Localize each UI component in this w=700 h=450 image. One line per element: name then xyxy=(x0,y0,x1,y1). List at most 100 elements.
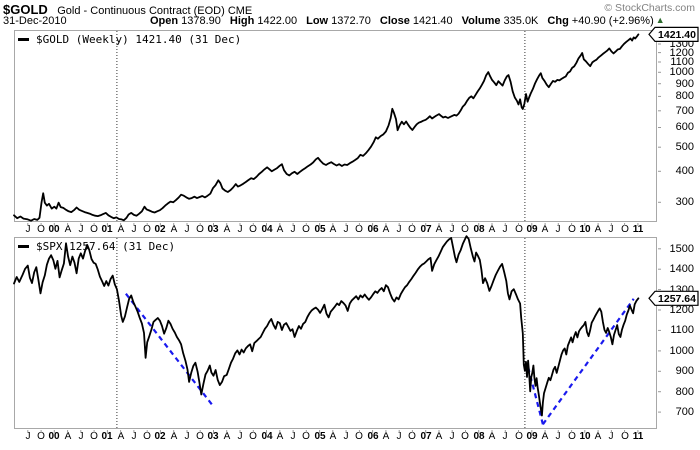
x-axis-label: 06 xyxy=(367,431,379,442)
x-axis-label: 08 xyxy=(473,431,485,442)
x-axis-label: A xyxy=(594,224,602,235)
y-axis-label: 900 xyxy=(675,78,694,90)
x-axis-label: J xyxy=(237,431,243,442)
x-axis-label: O xyxy=(143,431,151,442)
y-axis-label: 600 xyxy=(675,121,694,133)
x-axis-label: O xyxy=(37,431,45,442)
x-axis-label: A xyxy=(276,431,284,442)
x-axis-label: J xyxy=(343,431,349,442)
y-axis-label: 1000 xyxy=(669,66,694,78)
x-axis-label: J xyxy=(290,431,296,442)
stockcharts-credit-link[interactable]: © StockCharts.com xyxy=(604,2,695,14)
y-axis-labels: 300 400 500 600 700 800 900 1000 1100 1200 1300 700… xyxy=(658,0,697,450)
x-axis-label: 03 xyxy=(207,431,219,442)
x-axis-label: A xyxy=(541,224,549,235)
x-axis-label: A xyxy=(117,224,125,235)
x-axis-label: O xyxy=(302,431,310,442)
x-axis-label: O xyxy=(302,224,310,235)
x-axis-label: O xyxy=(568,224,576,235)
x-axis-label: J xyxy=(25,431,31,442)
spx-line-marker-icon xyxy=(18,245,29,248)
x-axis-label: A xyxy=(170,224,178,235)
x-axis-label: J xyxy=(184,431,190,442)
x-axis-label: J xyxy=(131,224,137,235)
x-axis-label: O xyxy=(249,224,257,235)
x-axis-label: 03 xyxy=(207,224,219,235)
x-axis-label: 05 xyxy=(314,224,326,235)
high-label: High xyxy=(229,15,255,27)
x-axis-label: 04 xyxy=(261,224,273,235)
y-axis-label: 1200 xyxy=(669,47,694,59)
x-axis-label: J xyxy=(502,224,508,235)
y-axis-label: 500 xyxy=(675,141,694,153)
x-axis-label: A xyxy=(276,224,284,235)
x-axis-label: J xyxy=(608,224,614,235)
volume-label: Volume xyxy=(461,15,501,27)
x-axis-label: A xyxy=(329,431,337,442)
x-axis-label: J xyxy=(78,431,84,442)
x-axis-label: 10 xyxy=(579,431,591,442)
y-axis-label: 300 xyxy=(675,196,694,208)
y-axis-label: 900 xyxy=(675,365,694,377)
x-axis-label: J xyxy=(502,431,508,442)
x-axis-label: J xyxy=(396,431,402,442)
quote-open: Open 1378.90 xyxy=(150,15,221,28)
x-axis-label: A xyxy=(541,431,549,442)
spx-legend: $SPX 1257.64 (31 Dec) xyxy=(18,240,175,253)
ticker-symbol: $GOLD xyxy=(3,2,48,17)
x-axis-label: A xyxy=(64,224,72,235)
volume-value: 335.0K xyxy=(503,15,539,27)
x-axis-label: J xyxy=(449,431,455,442)
x-axis-label: A xyxy=(594,431,602,442)
change-value: +40.90 (+2.96%) xyxy=(571,15,654,27)
quote-date: 31-Dec-2010 xyxy=(3,15,67,27)
x-axis-label: A xyxy=(382,224,390,235)
gold-legend: $GOLD (Weekly) 1421.40 (31 Dec) xyxy=(18,33,241,46)
y-axis-label: 1300 xyxy=(669,284,694,296)
x-axis-label: 08 xyxy=(473,224,485,235)
x-axis-label: O xyxy=(461,224,469,235)
spx-x-axis: J O 00 A J O 01 A J O 02 A J O 03 A J O 04 A J O 05 A J O 06 A J O 07 A… xyxy=(14,430,657,442)
x-axis-label: O xyxy=(90,224,98,235)
quote-low: Low 1372.70 xyxy=(306,15,371,28)
x-axis-label: 02 xyxy=(154,224,166,235)
x-axis-label: 00 xyxy=(48,431,60,442)
change-up-arrow-icon: ▲ xyxy=(655,15,665,25)
x-axis-label: J xyxy=(78,224,84,235)
x-axis-label: O xyxy=(515,224,523,235)
open-label: Open xyxy=(150,15,179,27)
x-axis-label: J xyxy=(237,224,243,235)
x-axis-label: O xyxy=(355,224,363,235)
x-axis-label: 10 xyxy=(579,224,591,235)
x-axis-label: O xyxy=(568,431,576,442)
x-axis-label: J xyxy=(25,224,31,235)
y-axis-label: 700 xyxy=(675,105,694,117)
y-axis-label: 800 xyxy=(675,386,694,398)
x-axis-label: O xyxy=(249,431,257,442)
low-value: 1372.70 xyxy=(331,15,371,27)
y-axis-label: 1100 xyxy=(670,324,694,336)
x-axis-label: 09 xyxy=(526,224,538,235)
quote-volume: Volume 335.0K xyxy=(462,15,539,28)
x-axis-label: J xyxy=(608,431,614,442)
y-axis-label: 1300 xyxy=(669,38,694,50)
x-axis-label: 00 xyxy=(48,224,60,235)
gold-line-marker-icon xyxy=(18,38,29,41)
x-axis-label: 02 xyxy=(154,431,166,442)
x-axis-label: 07 xyxy=(420,431,432,442)
spx-legend-label: $SPX 1257.64 (31 Dec) xyxy=(36,240,176,253)
x-axis-label: A xyxy=(223,224,231,235)
x-axis-label: 01 xyxy=(101,224,113,235)
y-axis-label: 800 xyxy=(675,90,694,102)
x-axis-label: J xyxy=(555,224,561,235)
x-axis-label: 11 xyxy=(632,224,644,235)
x-axis-label: O xyxy=(621,224,629,235)
x-axis-label: O xyxy=(621,431,629,442)
high-value: 1422.00 xyxy=(257,15,298,27)
quote-close: Close 1421.40 xyxy=(380,15,453,28)
chart-header: $GOLD Gold - Continuous Contract (EOD) C… xyxy=(3,1,697,17)
x-axis-label: A xyxy=(488,431,496,442)
x-axis-label: 06 xyxy=(367,224,379,235)
x-axis-label: A xyxy=(329,224,337,235)
